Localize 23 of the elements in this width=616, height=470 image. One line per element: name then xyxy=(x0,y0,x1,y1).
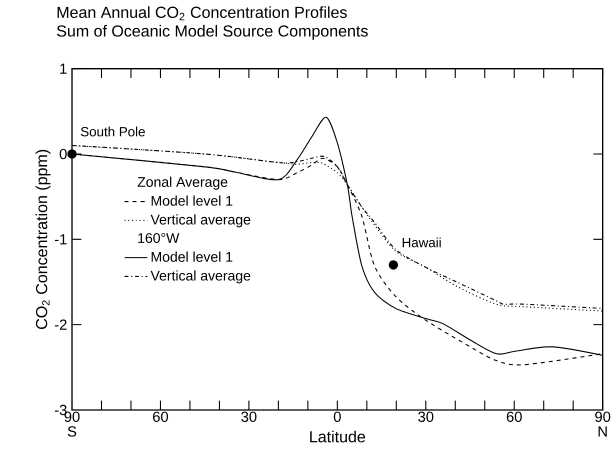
chart-subtitle: Sum of Oceanic Model Source Components xyxy=(57,24,368,40)
chart-title: Mean Annual CO$_{2}$ Concentration Profiles xyxy=(58,6,347,20)
annotation: South Pole xyxy=(80,126,145,136)
y-tick-label: 0 xyxy=(60,148,67,160)
legend-label: Model level 1 xyxy=(152,252,232,262)
annotation: 160°W xyxy=(138,233,180,244)
x-tick-label: 30 xyxy=(241,412,256,422)
x-tick-label: 30 xyxy=(418,412,434,422)
annotation: Zonal Average xyxy=(138,176,228,190)
x-tick-label: 60 xyxy=(153,412,168,422)
x-tick-label: 90 S xyxy=(64,412,80,437)
x-tick-label: 0 xyxy=(334,412,341,422)
y-tick-label: 1 xyxy=(60,64,67,74)
y-tick-label: -1 xyxy=(54,234,67,244)
y-axis-title: CO$_{2}$ Concentration (ppm) xyxy=(36,150,50,329)
y-tick-label: -2 xyxy=(54,320,67,330)
x-tick-label: 60 xyxy=(506,412,522,422)
legend-label: Vertical average xyxy=(150,270,250,284)
legend-label: Vertical average xyxy=(150,214,250,228)
annotation: Hawaii xyxy=(402,238,441,248)
legend-label: Model level 1 xyxy=(152,195,232,206)
x-tick-label: 90 N xyxy=(595,412,610,436)
x-axis-title: Latitude xyxy=(310,430,366,442)
